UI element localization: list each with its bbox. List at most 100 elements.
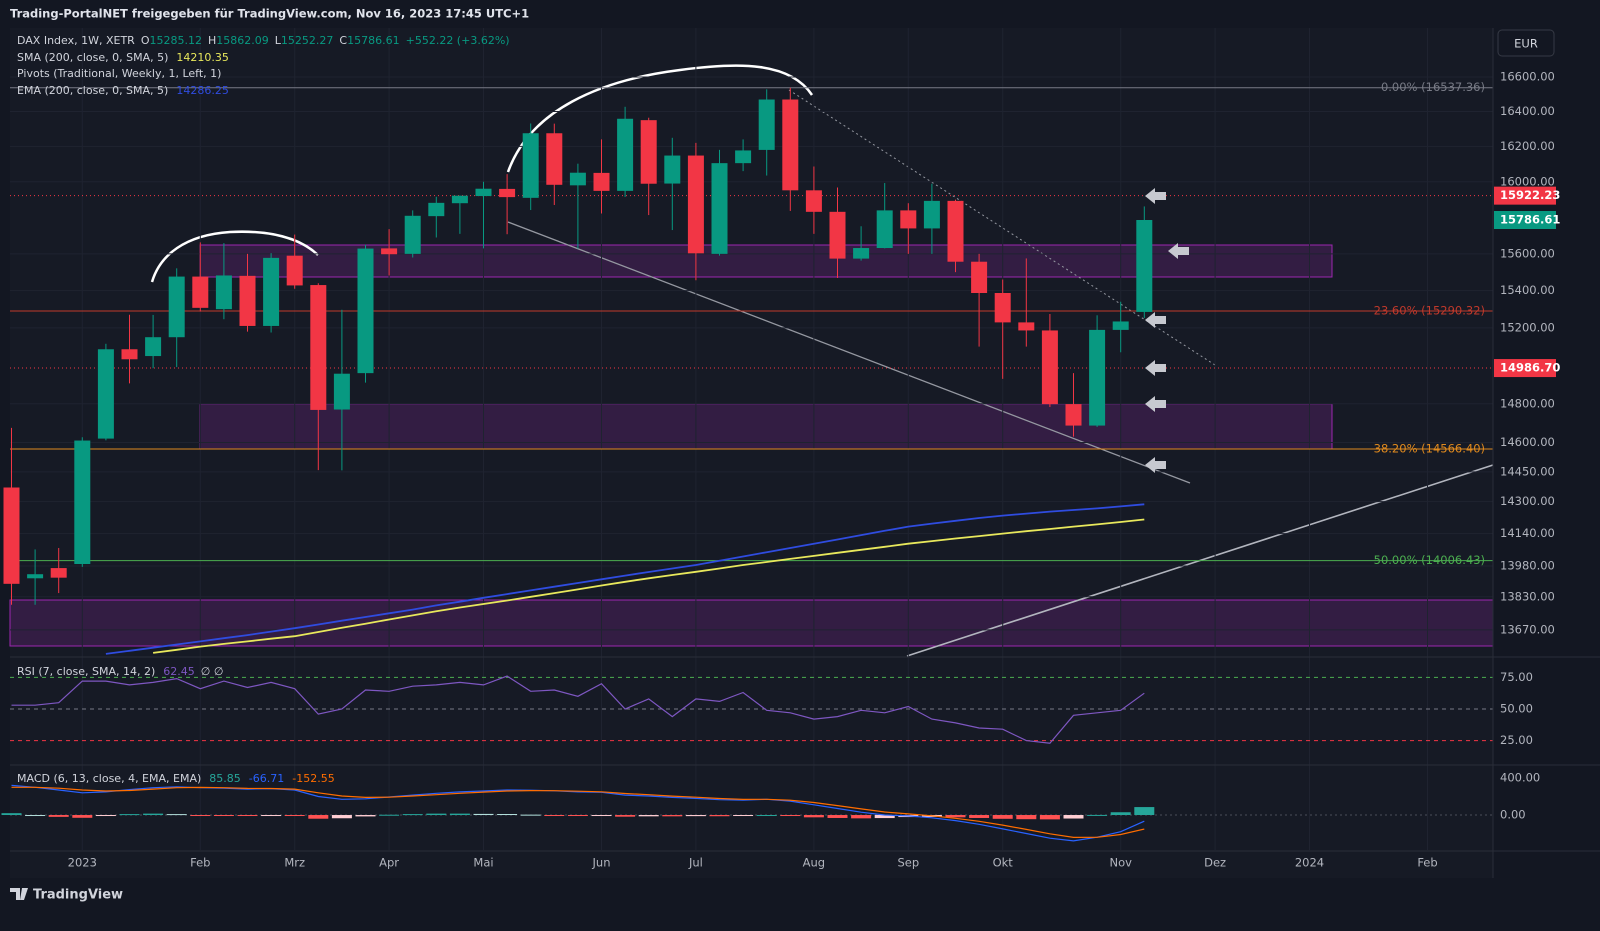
histogram-bar — [567, 815, 588, 817]
signal-line — [11, 786, 1145, 839]
y-tick-label: 16000.00 — [1500, 174, 1555, 188]
histogram-bar — [992, 815, 1013, 819]
legend-name: SMA (200, close, 0, SMA, 5) — [17, 51, 168, 64]
candle-body — [50, 568, 67, 578]
histogram-bar — [874, 815, 895, 819]
open-value: 15285.12 — [150, 34, 203, 47]
price-tag-label: 15922.23 — [1500, 188, 1560, 202]
histogram-bar — [25, 815, 46, 817]
histogram-bar — [166, 814, 187, 816]
zone — [9, 599, 1494, 647]
candle-body — [876, 210, 893, 249]
histogram-bar — [473, 813, 494, 816]
histogram-bar — [709, 815, 730, 817]
candle-body — [735, 150, 752, 164]
histogram-bar — [662, 815, 683, 817]
currency-button[interactable] — [1497, 29, 1555, 57]
candle-body — [286, 255, 303, 286]
price-tag — [1494, 186, 1556, 205]
histogram-bar — [544, 815, 565, 817]
x-tick-label: Okt — [993, 856, 1014, 870]
arrow — [1145, 188, 1166, 204]
candle-body — [3, 487, 20, 584]
x-tick-label: Jul — [688, 856, 703, 870]
y-tick-label: 13670.00 — [1500, 622, 1555, 636]
histogram-bar — [1134, 807, 1155, 816]
candle-body — [239, 275, 256, 326]
histogram-bar — [685, 815, 706, 817]
chart-panel — [10, 28, 1493, 878]
y-tick-label: 15600.00 — [1500, 246, 1555, 260]
x-tick-label: Feb — [190, 856, 210, 870]
legend-line: RSI (7, close, SMA, 14, 2) 62.45 ∅ ∅ — [17, 665, 223, 678]
histogram-bar — [591, 815, 612, 817]
legend-line: MACD (6, 13, close, 4, EMA, EMA) 85.85 -66… — [17, 772, 335, 785]
y-tick-label: 75.00 — [1500, 670, 1533, 684]
price-tag-label: 14986.70 — [1500, 361, 1560, 375]
indicator-line — [152, 518, 1145, 654]
y-tick-label: 14800.00 — [1500, 396, 1555, 410]
footer-brand: TradingView — [33, 888, 123, 903]
fib-label: 0.00% (16537.36) — [1381, 80, 1485, 94]
candle-body — [475, 188, 492, 197]
candle-body — [664, 155, 681, 184]
histogram-bar — [638, 815, 659, 817]
histogram-bar — [402, 814, 423, 816]
legend-value: -152.55 — [292, 772, 334, 785]
histogram-bar — [72, 815, 93, 818]
arrow — [1168, 243, 1189, 259]
legend-name: MACD (6, 13, close, 4, EMA, EMA) — [17, 772, 201, 785]
ohlc-label: H — [208, 34, 216, 47]
histogram-bar — [213, 815, 234, 817]
histogram-bar — [969, 815, 990, 818]
candle-body — [499, 188, 516, 198]
ohlc-label: C — [339, 34, 347, 47]
histogram-bar — [756, 815, 777, 817]
candle-body — [333, 373, 350, 410]
histogram-bar — [308, 815, 329, 819]
histogram-bar — [379, 814, 400, 816]
candle-body — [640, 120, 657, 184]
trend-line — [507, 221, 1191, 484]
price-tag — [1494, 359, 1556, 378]
histogram-bar — [1016, 815, 1037, 820]
x-tick-label: Jun — [592, 856, 611, 870]
legend-value: 62.45 — [163, 665, 195, 678]
low-value: 15252.27 — [281, 34, 334, 47]
legend-name: EMA (200, close, 0, SMA, 5) — [17, 84, 168, 97]
arrows — [1145, 188, 1189, 473]
legend: DAX Index, 1W, XETR O15285.12 H15862.09 L15… — [17, 34, 510, 785]
rsi-line — [11, 675, 1145, 744]
histogram-bar — [261, 815, 282, 817]
y-tick-label: 50.00 — [1500, 701, 1533, 715]
change: +552.22 (+3.62%) — [406, 34, 510, 47]
candle-body — [192, 276, 209, 308]
candle-body — [428, 202, 445, 217]
footer — [0, 879, 1600, 931]
candle-body — [74, 440, 91, 565]
fib-label: 23.60% (15290.32) — [1374, 303, 1485, 317]
x-tick-label: Aug — [803, 856, 825, 870]
candle-body — [121, 349, 138, 360]
candle-body — [923, 200, 940, 229]
candle-body — [711, 163, 728, 254]
histogram-bar — [48, 815, 69, 817]
indicator-line — [105, 503, 1145, 655]
candle-body — [805, 190, 822, 212]
candle-body — [404, 215, 421, 254]
candle-body — [900, 210, 917, 229]
candle-body — [546, 133, 563, 185]
currency: EUR — [1514, 37, 1538, 51]
candle-body — [947, 200, 964, 262]
candle-body — [27, 574, 44, 579]
histogram-bar — [143, 813, 164, 816]
candle-body — [1136, 220, 1153, 312]
histogram-bar — [945, 815, 966, 818]
legend-value: -66.71 — [249, 772, 284, 785]
histogram-bar — [331, 815, 352, 819]
high-value: 15862.09 — [216, 34, 269, 47]
candle-body — [97, 349, 114, 439]
legend-value: 14210.35 — [176, 51, 229, 64]
candle-body — [569, 172, 586, 186]
candle-body — [853, 248, 870, 259]
